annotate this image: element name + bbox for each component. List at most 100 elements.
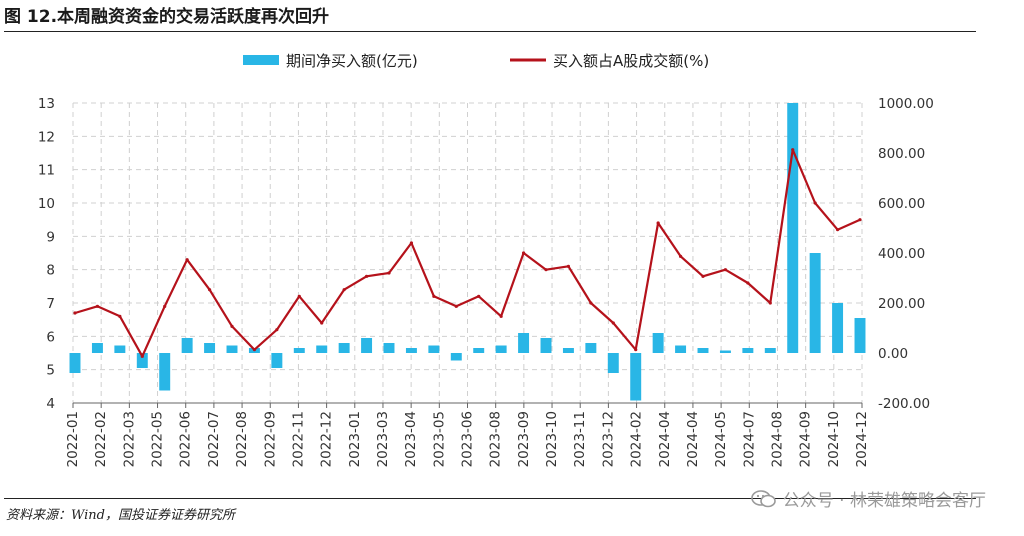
- ratio-line: [74, 148, 861, 358]
- chart-title: 图 12.本周融资资金的交易活跃度再次回升: [4, 7, 330, 27]
- ratio-point: [634, 348, 638, 352]
- x-tick-label: 2024-04: [657, 411, 673, 467]
- net-buy-bar: [316, 345, 328, 353]
- ratio-point: [454, 304, 458, 308]
- right-tick-label: 800.00: [878, 146, 925, 162]
- net-buy-bar: [652, 333, 664, 353]
- ratio-point: [656, 221, 660, 225]
- wechat-icon: [750, 489, 776, 507]
- footer-divider: [4, 498, 976, 499]
- ratio-point: [230, 324, 234, 328]
- net-buy-bar: [832, 303, 844, 353]
- x-tick-label: 2023-06: [460, 411, 476, 467]
- net-buy-bar: [562, 348, 574, 353]
- x-tick-label: 2024-08: [769, 411, 785, 467]
- legend-swatch-net-buy: [243, 55, 279, 65]
- ratio-point: [723, 268, 728, 272]
- net-buy-bar: [383, 343, 395, 353]
- ratio-point: [477, 294, 481, 298]
- x-tick-label: 2022-06: [178, 411, 194, 467]
- chart-figure: 期间净买入额(亿元) 买入额占A股成交额(%) 13 12 11 10 9 8 7 6 5 4 100…: [38, 52, 934, 467]
- x-tick-label: 2024-09: [798, 411, 814, 467]
- net-buy-bar: [405, 348, 417, 353]
- net-buy-bar: [428, 345, 440, 353]
- ratio-point: [858, 218, 862, 222]
- x-tick-label: 2022-12: [319, 411, 335, 467]
- ratio-point: [835, 228, 840, 232]
- x-tick-label: 2022-01: [65, 411, 81, 467]
- right-tick-label: 600.00: [878, 196, 925, 212]
- x-tick-label: 2022-03: [121, 411, 137, 467]
- x-tick-label: 2023-04: [403, 411, 419, 467]
- x-tick-label: 2022-07: [206, 411, 222, 467]
- net-buy-bar: [338, 343, 350, 353]
- net-buy-bar: [361, 338, 373, 353]
- left-tick-label: 7: [46, 296, 55, 312]
- left-tick-label: 4: [46, 396, 55, 412]
- net-buy-bar: [764, 348, 776, 353]
- ratio-point: [297, 294, 301, 298]
- net-buy-bar: [114, 345, 126, 353]
- net-buy-bar: [854, 318, 866, 353]
- ratio-point: [791, 148, 795, 152]
- ratio-point: [432, 294, 436, 298]
- ratio-point: [140, 354, 144, 358]
- net-buy-bar: [226, 345, 238, 353]
- right-tick-label: 0.00: [878, 346, 908, 362]
- x-tick-label: 2022-11: [290, 411, 306, 467]
- net-buy-bar: [204, 343, 216, 353]
- net-buy-bar: [742, 348, 754, 353]
- x-tick-label: 2023-08: [488, 411, 504, 467]
- ratio-point: [163, 304, 167, 308]
- net-buy-bar: [450, 353, 462, 361]
- net-buy-bar: [518, 333, 530, 353]
- net-buy-bar: [540, 338, 552, 353]
- line-series: [73, 148, 862, 358]
- source-note: 资料来源：Wind，国投证券证券研究所: [6, 508, 235, 523]
- ratio-point: [95, 304, 100, 308]
- x-tick-label: 2022-09: [262, 411, 278, 467]
- net-buy-bar: [136, 353, 148, 368]
- ratio-point: [544, 268, 548, 272]
- ratio-point: [320, 321, 324, 325]
- net-buy-bar: [271, 353, 283, 368]
- ratio-point: [185, 258, 189, 262]
- ratio-point: [207, 288, 212, 292]
- left-tick-label: 12: [38, 129, 55, 145]
- grid: [72, 102, 863, 404]
- x-tick-label: 2022-08: [234, 411, 250, 467]
- x-tick-label: 2024-07: [741, 411, 757, 467]
- net-buy-bar: [91, 343, 103, 353]
- ratio-point: [409, 241, 414, 245]
- net-buy-bar: [473, 348, 485, 353]
- x-tick-label: 2024-05: [713, 411, 729, 467]
- right-tick-label: 200.00: [878, 296, 925, 312]
- left-tick-label: 11: [38, 163, 55, 179]
- net-buy-bar: [719, 350, 731, 353]
- right-tick-label: -200.00: [878, 396, 930, 412]
- x-tick-label: 2023-03: [375, 411, 391, 467]
- ratio-point: [768, 301, 772, 305]
- axes: 13 12 11 10 9 8 7 6 5 4 1000.00 800.00 600.00 400.00 2…: [38, 96, 934, 467]
- x-tick-label: 2024-12: [854, 411, 870, 467]
- left-tick-label: 9: [46, 229, 55, 245]
- net-buy-bar: [585, 343, 597, 353]
- ratio-point: [813, 201, 817, 205]
- net-buy-bar: [181, 338, 193, 353]
- net-buy-bar: [607, 353, 619, 373]
- title-divider: [4, 31, 976, 32]
- ratio-point: [521, 251, 526, 255]
- x-tick-label: 2023-12: [600, 411, 616, 467]
- left-tick-label: 13: [38, 96, 55, 112]
- x-tick-label: 2024-04: [685, 411, 701, 467]
- x-tick-label: 2023-09: [516, 411, 532, 467]
- ratio-point: [342, 288, 346, 292]
- ratio-point: [746, 281, 750, 285]
- ratio-point: [566, 264, 571, 268]
- x-tick-label: 2022-02: [93, 411, 109, 467]
- ratio-point: [118, 314, 122, 318]
- x-tick-label: 2024-10: [826, 411, 842, 467]
- ratio-point: [387, 271, 391, 275]
- watermark: 公众号 · 林荣雄策略会客厅: [750, 486, 986, 511]
- net-buy-bar: [697, 348, 709, 353]
